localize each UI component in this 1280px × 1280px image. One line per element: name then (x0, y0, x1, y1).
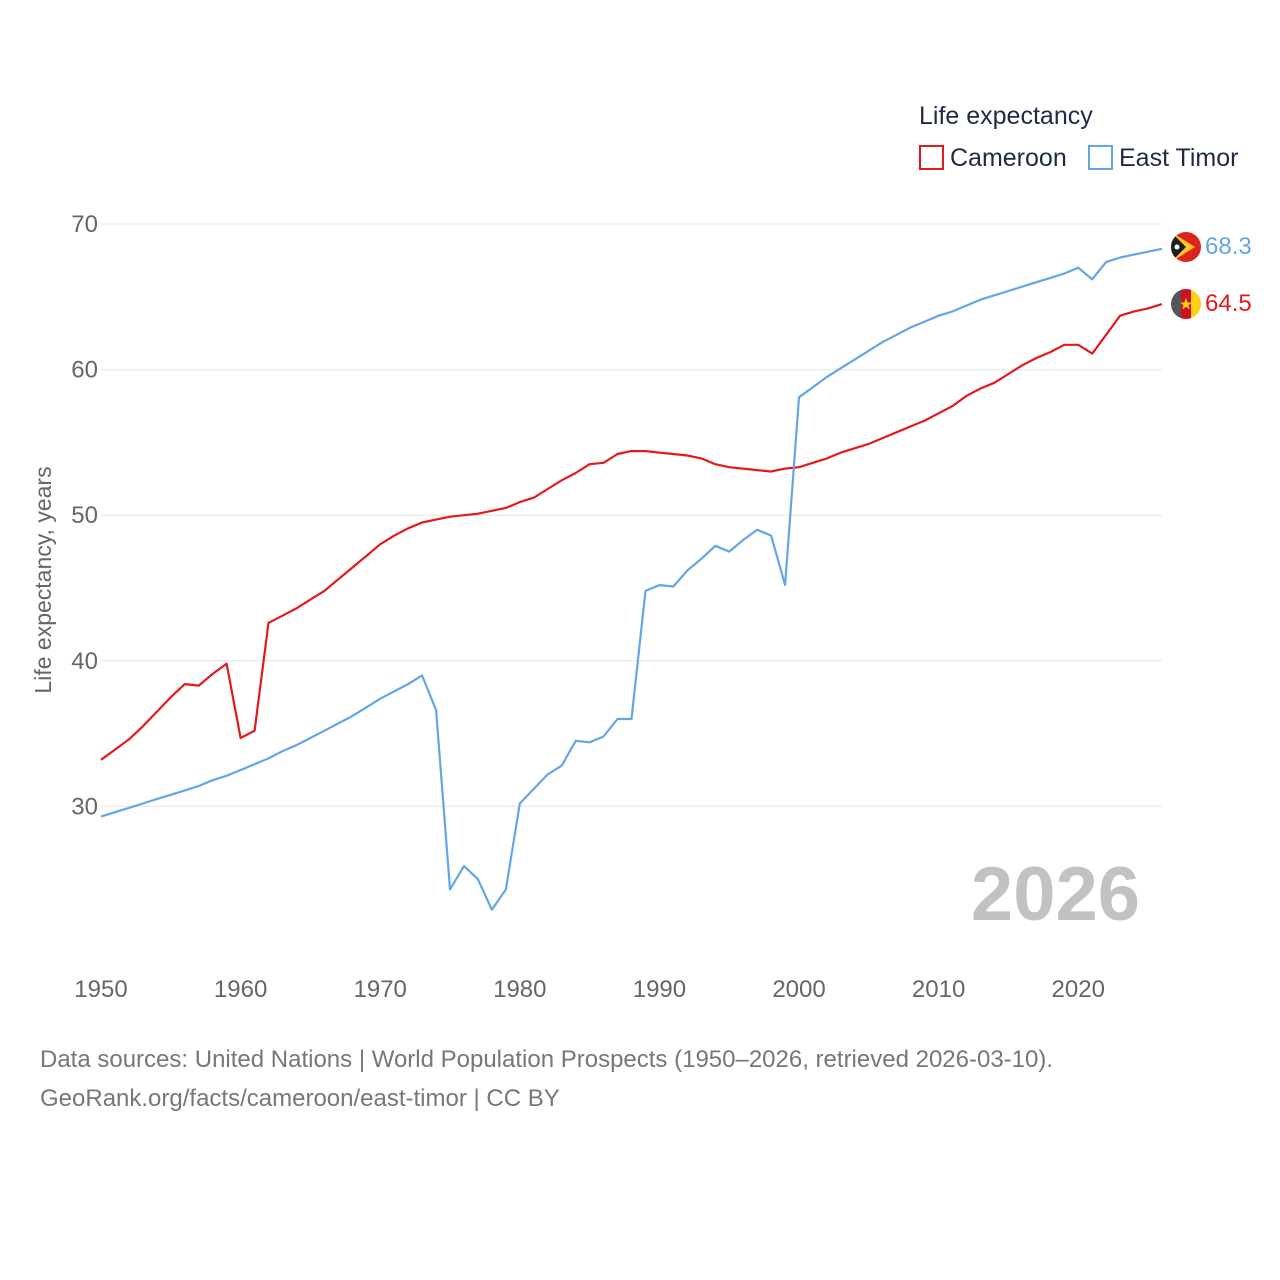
end-label-cameroon: 64.5 (1205, 290, 1252, 317)
legend-item-cameroon[interactable]: Cameroon (919, 144, 1067, 172)
series-lines (100, 247, 1163, 911)
legend-label-east-timor: East Timor (1119, 144, 1238, 172)
series-line-east-timor[interactable] (100, 247, 1163, 911)
x-tick-label: 1970 (354, 976, 407, 1003)
east-timor-flag-icon (1171, 232, 1201, 262)
year-watermark: 2026 (971, 852, 1140, 937)
x-tick-label: 2000 (772, 976, 825, 1003)
x-tick-label: 1980 (493, 976, 546, 1003)
y-tick-label: 60 (71, 357, 98, 384)
x-axis-ticks: 1950 1960 1970 1980 1990 2000 2010 2020 (74, 976, 1105, 1003)
footer: Data sources: United Nations | World Pop… (40, 1040, 1053, 1118)
legend-label-cameroon: Cameroon (950, 144, 1067, 172)
series-line-cameroon[interactable] (100, 303, 1163, 761)
x-tick-label: 1950 (74, 976, 127, 1003)
cameroon-flag-icon (1171, 289, 1201, 319)
legend-title: Life expectancy (919, 102, 1093, 130)
y-tick-label: 40 (71, 648, 98, 675)
y-axis-label: Life expectancy, years (30, 466, 56, 693)
legend-swatch-east-timor (1088, 145, 1113, 170)
legend: Life expectancy Cameroon East Timor (919, 102, 1238, 172)
x-tick-label: 1960 (214, 976, 267, 1003)
end-label-east-timor: 68.3 (1205, 233, 1252, 260)
footer-sources: Data sources: United Nations | World Pop… (40, 1046, 1054, 1073)
x-tick-label: 1990 (633, 976, 686, 1003)
y-axis-ticks: 30 40 50 60 70 (71, 211, 98, 820)
gridlines (101, 223, 1162, 807)
y-tick-label: 70 (71, 211, 98, 238)
y-tick-label: 30 (71, 793, 98, 820)
legend-swatch-cameroon (919, 145, 944, 170)
x-tick-label: 2010 (912, 976, 965, 1003)
footer-link[interactable]: GeoRank.org/facts/cameroon/east-timor | … (40, 1085, 560, 1112)
x-tick-label: 2020 (1052, 976, 1105, 1003)
legend-item-east-timor[interactable]: East Timor (1088, 144, 1238, 172)
y-tick-label: 50 (71, 502, 98, 529)
